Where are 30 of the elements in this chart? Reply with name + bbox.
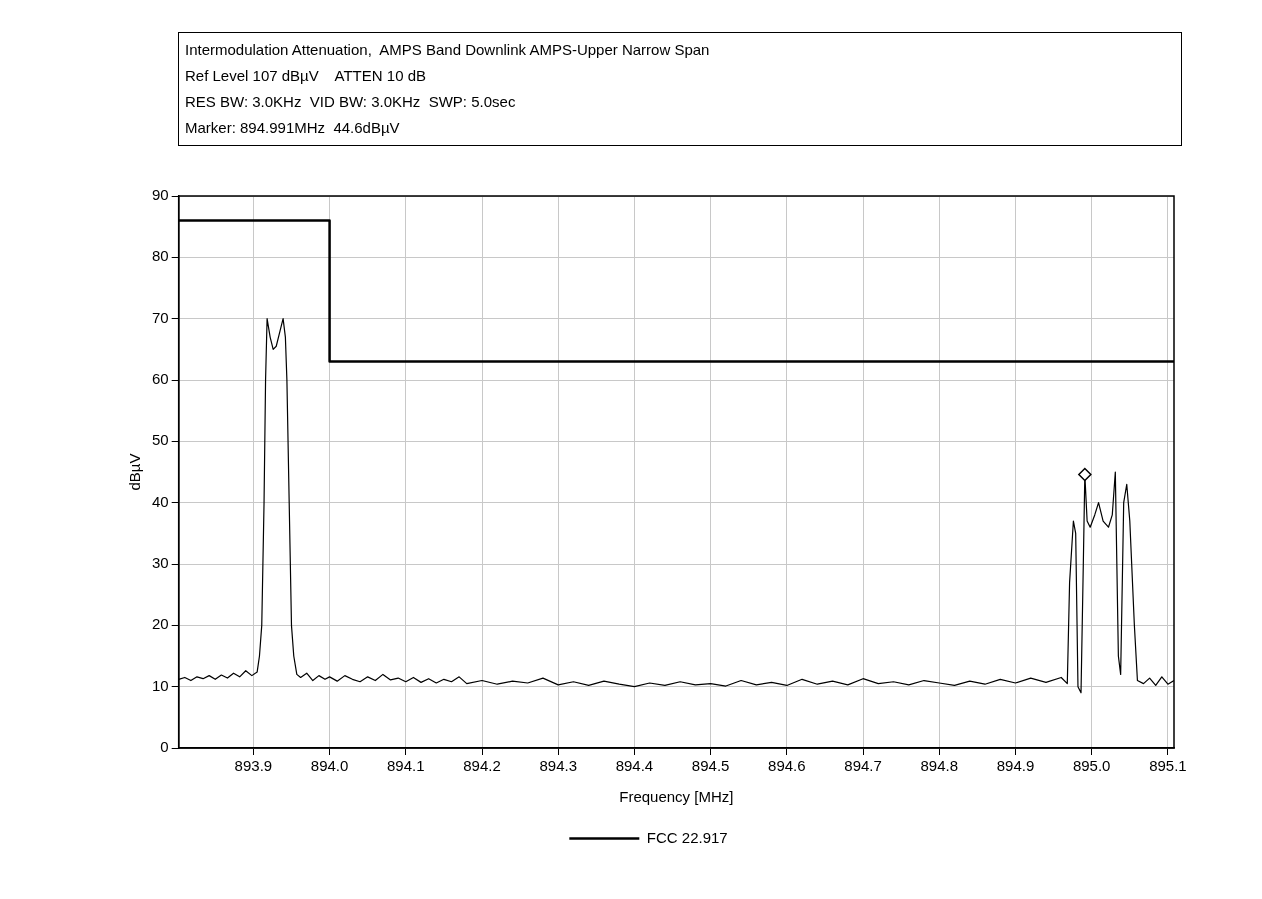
x-tick-label: 894.5 — [691, 757, 730, 775]
x-tick-label: 894.2 — [463, 757, 501, 775]
x-tick-label: 894.1 — [387, 757, 425, 775]
x-axis-title: Frequency [MHz] — [619, 788, 734, 806]
y-tick-label: 10 — [152, 676, 169, 694]
y-tick-label: 0 — [160, 738, 169, 756]
x-tick-label: 893.9 — [234, 757, 273, 775]
x-tick-label: 895.1 — [1149, 757, 1187, 775]
legend-label: FCC 22.917 — [646, 828, 728, 846]
y-tick-label: 80 — [152, 247, 169, 265]
chart-title: Intermodulation Attenuation, AMPS Band Downlink AMPS-Upper Narrow Span — [185, 40, 711, 60]
y-tick-label: 20 — [152, 615, 169, 633]
x-tick-label: 894.8 — [920, 757, 959, 775]
x-tick-label: 895.0 — [1072, 757, 1111, 775]
x-tick-label: 894.4 — [615, 757, 654, 775]
x-tick-label: 894.9 — [996, 757, 1035, 775]
y-tick-label: 30 — [152, 554, 169, 572]
text: RES BW: 3.0KHz VID BW: 3.0KHz SWP: 5.0sec — [185, 92, 517, 112]
y-tick-label: 40 — [152, 492, 169, 510]
x-tick-label: 894.0 — [310, 757, 349, 775]
x-tick-label: 894.7 — [844, 757, 882, 775]
chart-subtitle: Ref Level 107 dBµV ATTEN 10 dB — [185, 66, 427, 86]
text: Marker: 894.991MHz 44.6dBµV — [185, 118, 401, 138]
y-tick-label: 60 — [152, 370, 169, 388]
x-tick-label: 894.3 — [539, 757, 577, 775]
y-axis-title: dBµV — [126, 453, 144, 491]
y-tick-label: 70 — [152, 308, 169, 326]
y-tick-label: 90 — [152, 186, 169, 204]
x-tick-label: 894.6 — [768, 757, 806, 775]
y-tick-label: 50 — [152, 431, 169, 449]
